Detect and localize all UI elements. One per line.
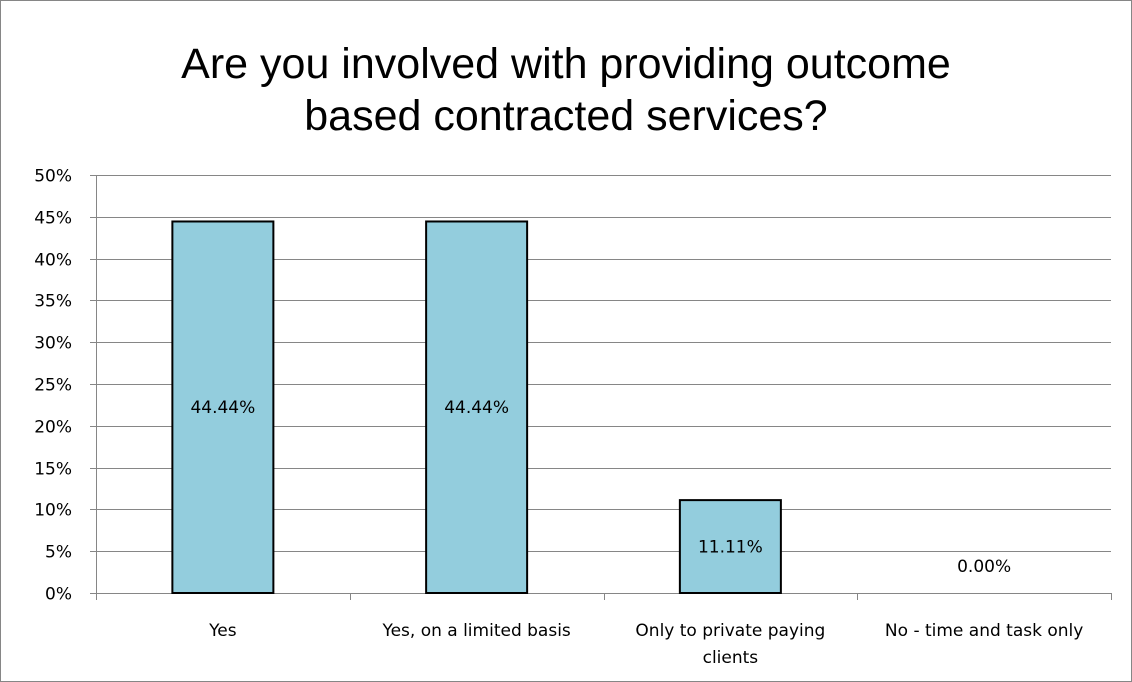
bar bbox=[171, 220, 275, 594]
data-label: 44.44% bbox=[444, 398, 509, 418]
y-tick-label: 15% bbox=[34, 460, 72, 480]
y-tick-label: 20% bbox=[34, 418, 72, 438]
x-tick-label: Only to private paying bbox=[635, 621, 825, 641]
data-label: 44.44% bbox=[190, 398, 255, 418]
chart-title-line-1: Are you involved with providing outcome bbox=[181, 40, 951, 88]
y-tick-label: 30% bbox=[34, 334, 72, 354]
x-tick-label: Yes, on a limited basis bbox=[381, 621, 570, 641]
x-tick-label: Yes bbox=[208, 621, 237, 641]
y-tick-label: 5% bbox=[45, 543, 72, 563]
chart-title: Are you involved with providing outcome … bbox=[0, 38, 1132, 142]
y-tick-label: 40% bbox=[34, 251, 72, 271]
data-label: 0.00% bbox=[957, 557, 1011, 577]
data-label: 11.11% bbox=[698, 538, 763, 558]
y-tick-label: 50% bbox=[34, 167, 72, 187]
x-tick-label: No - time and task only bbox=[885, 621, 1083, 641]
x-tick-label: clients bbox=[703, 648, 759, 668]
y-tick-label: 35% bbox=[34, 292, 72, 312]
y-tick-label: 10% bbox=[34, 501, 72, 521]
bar bbox=[425, 220, 529, 594]
bar bbox=[678, 499, 782, 594]
y-tick-label: 0% bbox=[45, 585, 72, 605]
y-tick-label: 45% bbox=[34, 209, 72, 229]
y-tick-label: 25% bbox=[34, 376, 72, 396]
chart-title-line-2: based contracted services? bbox=[304, 92, 828, 140]
